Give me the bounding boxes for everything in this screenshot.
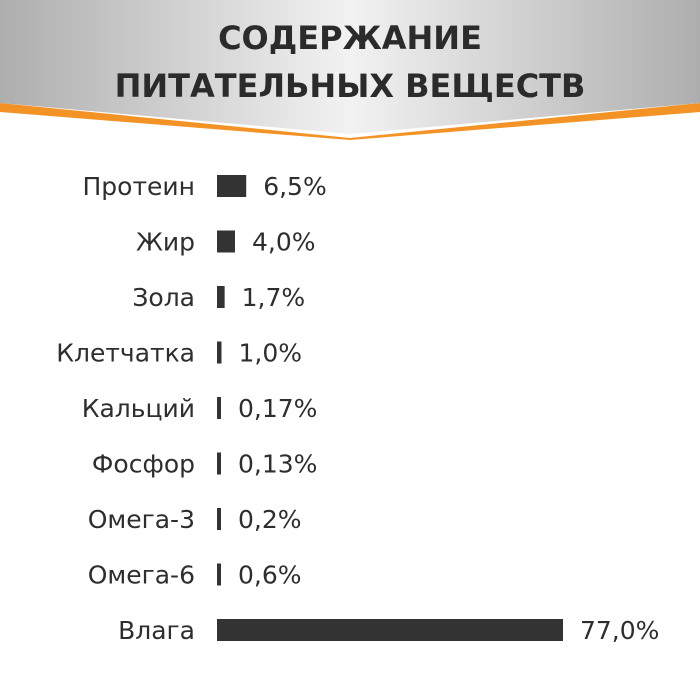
- bar: [217, 508, 221, 530]
- category-label: Жир: [136, 228, 195, 257]
- chart-title: СОДЕРЖАНИЕ ПИТАТЕЛЬНЫХ ВЕЩЕСТВ: [0, 14, 700, 110]
- value-label: 1,0%: [238, 339, 302, 368]
- bar: [217, 397, 221, 419]
- category-label: Влага: [118, 616, 195, 645]
- bar: [217, 341, 222, 364]
- value-label: 0,13%: [238, 450, 317, 479]
- bar: [217, 175, 247, 197]
- category-label: Кальций: [82, 394, 195, 423]
- value-label: 4,0%: [252, 228, 316, 257]
- category-label: Омега-6: [88, 561, 195, 590]
- value-label: 0,17%: [238, 394, 317, 423]
- value-label: 6,5%: [263, 172, 327, 201]
- category-label: Клетчатка: [56, 339, 195, 368]
- category-label: Фосфор: [92, 450, 195, 479]
- value-label: 1,7%: [242, 283, 306, 312]
- bar: [217, 563, 221, 586]
- value-label: 77,0%: [580, 616, 659, 645]
- bar: [217, 452, 221, 475]
- category-label: Протеин: [83, 172, 196, 201]
- bar: [217, 619, 563, 641]
- banner-shape: [0, 0, 700, 134]
- value-label: 0,2%: [238, 505, 302, 534]
- title-line-1: СОДЕРЖАНИЕ: [218, 19, 482, 57]
- category-label: Омега-3: [88, 505, 195, 534]
- bar: [217, 286, 225, 308]
- title-line-2: ПИТАТЕЛЬНЫХ ВЕЩЕСТВ: [114, 67, 586, 105]
- bar: [217, 230, 235, 253]
- banner-background: [0, 0, 700, 140]
- banner-accent-stripe: [0, 103, 700, 140]
- header-banner: СОДЕРЖАНИЕ ПИТАТЕЛЬНЫХ ВЕЩЕСТВ: [0, 0, 700, 140]
- category-label: Зола: [132, 283, 195, 312]
- value-label: 0,6%: [238, 561, 302, 590]
